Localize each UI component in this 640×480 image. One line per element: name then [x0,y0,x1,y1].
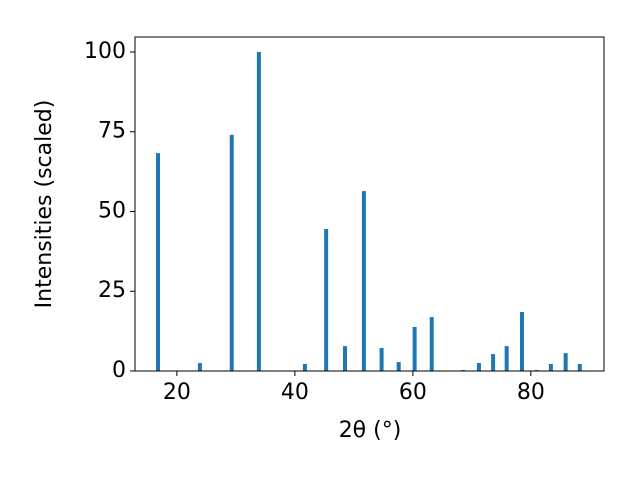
bar [577,363,582,371]
bar [343,346,348,371]
bar [156,153,161,371]
x-tick-label: 60 [399,380,427,405]
y-tick-label: 100 [84,39,126,64]
y-axis-label: Intensities (scaled) [32,100,57,309]
bar [302,363,307,371]
bar [229,134,234,371]
x-tick-label: 20 [163,380,191,405]
bar [429,317,434,371]
x-axis-label: 2θ (°) [339,418,402,443]
y-tick-label: 75 [98,119,126,144]
bar [491,354,496,371]
bar [412,326,417,371]
bar [504,346,509,371]
bar [396,362,401,371]
bar [379,348,384,371]
bar [197,363,202,371]
bar [563,353,568,371]
bar [361,191,366,371]
bar [519,311,524,371]
bar [324,229,329,371]
x-tick-label: 40 [281,380,309,405]
y-tick-label: 50 [98,198,126,223]
y-tick-label: 0 [112,358,126,383]
bar [476,363,481,371]
bar [548,363,553,371]
y-tick-label: 25 [98,278,126,303]
plot-frame [134,36,605,372]
bar [256,51,261,371]
x-tick-label: 80 [517,380,545,405]
